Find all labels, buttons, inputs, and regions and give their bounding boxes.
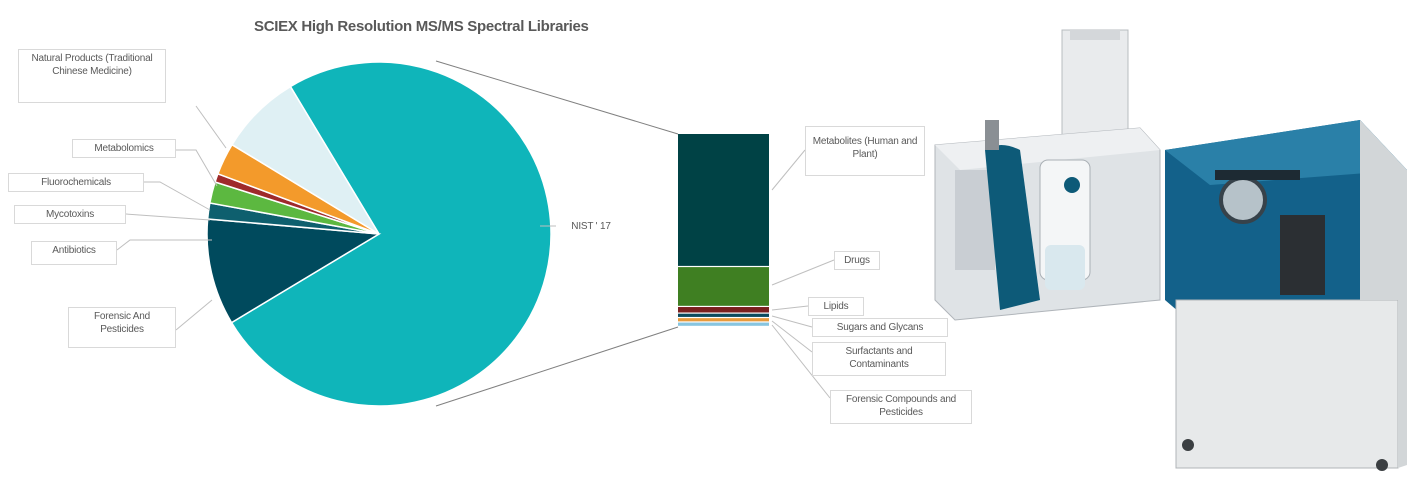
stacked-bar xyxy=(678,134,769,326)
pie-label-mycotoxins: Mycotoxins xyxy=(14,205,126,224)
pie-chart xyxy=(206,61,552,407)
pie-slice-natural-products xyxy=(230,85,380,235)
pie-slice-forensic-and-pesticides xyxy=(206,218,382,324)
leader-metabolites xyxy=(771,149,806,191)
pie-label-fluorochemicals: Fluorochemicals xyxy=(8,173,144,192)
pie-label-nist-17: NIST ' 17 xyxy=(571,221,611,232)
pie-label-natural-products: Natural Products (Traditional Chinese Me… xyxy=(18,49,166,103)
bar-segment-metabolites xyxy=(678,134,769,266)
bar-segment-sugars-and-glycans xyxy=(678,313,769,317)
leader-forensic-compounds xyxy=(771,324,831,399)
pie-label-metabolomics: Metabolomics xyxy=(72,139,176,158)
bar-label-lipids: Lipids xyxy=(808,297,864,316)
bar-label-surfactants-and-contaminants: Surfactants and Contaminants xyxy=(812,342,946,376)
bar-segment-surfactants-and-contaminants xyxy=(678,318,769,322)
leader-antibiotics xyxy=(116,239,212,251)
bar-label-metabolites: Metabolites (Human and Plant) xyxy=(805,126,925,176)
pie-label-antibiotics: Antibiotics xyxy=(31,241,117,265)
leader-lipids xyxy=(771,305,809,311)
mass-spectrometer-image-left xyxy=(934,29,1161,321)
bar-segment-forensic-compounds xyxy=(678,322,769,326)
bar-label-forensic-compounds: Forensic Compounds and Pesticides xyxy=(830,390,972,424)
bar-label-drugs: Drugs xyxy=(834,251,880,270)
connector-top xyxy=(435,60,679,135)
leader-metabolomics xyxy=(176,149,218,187)
bar-segment-lipids xyxy=(678,307,769,313)
leader-natural-products xyxy=(195,105,227,149)
leader-mycotoxins xyxy=(125,213,211,221)
bar-segment-drugs xyxy=(678,267,769,306)
leader-surfactants xyxy=(771,320,813,353)
chart-title: SCIEX High Resolution MS/MS Spectral Lib… xyxy=(254,18,589,35)
leader-drugs xyxy=(771,259,835,286)
pie-label-forensic-and-pesticides: Forensic And Pesticides xyxy=(68,307,176,348)
pie-to-bar-connectors xyxy=(435,60,679,407)
pie-slice-nist-17 xyxy=(230,61,552,407)
label-leader-lines xyxy=(116,105,835,399)
leader-forensic xyxy=(175,299,213,331)
connector-bottom xyxy=(435,326,679,407)
mass-spectrometer-image-right xyxy=(1165,120,1407,471)
bar-label-sugars-and-glycans: Sugars and Glycans xyxy=(812,318,948,337)
leader-fluorochemicals xyxy=(144,181,211,211)
leader-sugars xyxy=(771,315,813,328)
